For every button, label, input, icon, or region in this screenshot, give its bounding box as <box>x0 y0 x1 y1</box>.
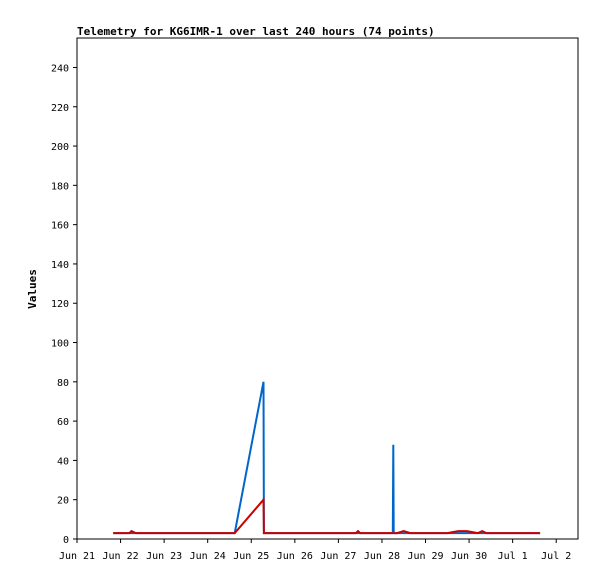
y-tick-label: 80 <box>57 378 69 389</box>
x-tick-label: Jun 29 <box>407 551 443 562</box>
x-tick-label: Jun 24 <box>190 551 226 562</box>
series-group <box>113 381 541 535</box>
y-tick-label: 140 <box>51 260 69 271</box>
y-tick-label: 100 <box>51 339 69 350</box>
chart-title: Telemetry for KG6IMR-1 over last 240 hou… <box>77 25 435 38</box>
x-tick-label: Jun 23 <box>146 551 182 562</box>
series-line-2 <box>113 497 541 535</box>
x-tick-label: Jun 25 <box>233 551 269 562</box>
y-tick-label: 20 <box>57 496 69 507</box>
x-tick-label: Jul 1 <box>498 551 528 562</box>
x-tick-label: Jun 30 <box>451 551 487 562</box>
x-axis: Jun 21 Jun 22 Jun 23 Jun 24 Jun 25 Jun 26 Jun … <box>59 539 571 562</box>
y-tick-label: 60 <box>57 417 69 428</box>
y-tick-label: 200 <box>51 142 69 153</box>
y-axis-label: Values <box>26 269 39 309</box>
x-tick-label: Jun 28 <box>364 551 400 562</box>
y-tick-label: 240 <box>51 63 69 74</box>
y-axis: 0 20 40 60 80 100 120 140 160 180 200 220 240 <box>51 63 77 546</box>
y-tick-label: 180 <box>51 181 69 192</box>
x-tick-label: Jun 27 <box>320 551 356 562</box>
x-tick-label: Jun 26 <box>277 551 313 562</box>
y-tick-label: 40 <box>57 456 69 467</box>
y-tick-label: 120 <box>51 299 69 310</box>
y-tick-label: 0 <box>63 535 69 546</box>
x-tick-label: Jun 21 <box>59 551 95 562</box>
y-tick-label: 160 <box>51 221 69 232</box>
x-tick-label: Jul 2 <box>541 551 571 562</box>
plot-area <box>76 37 579 540</box>
x-tick-label: Jun 22 <box>103 551 139 562</box>
y-tick-label: 220 <box>51 103 69 114</box>
